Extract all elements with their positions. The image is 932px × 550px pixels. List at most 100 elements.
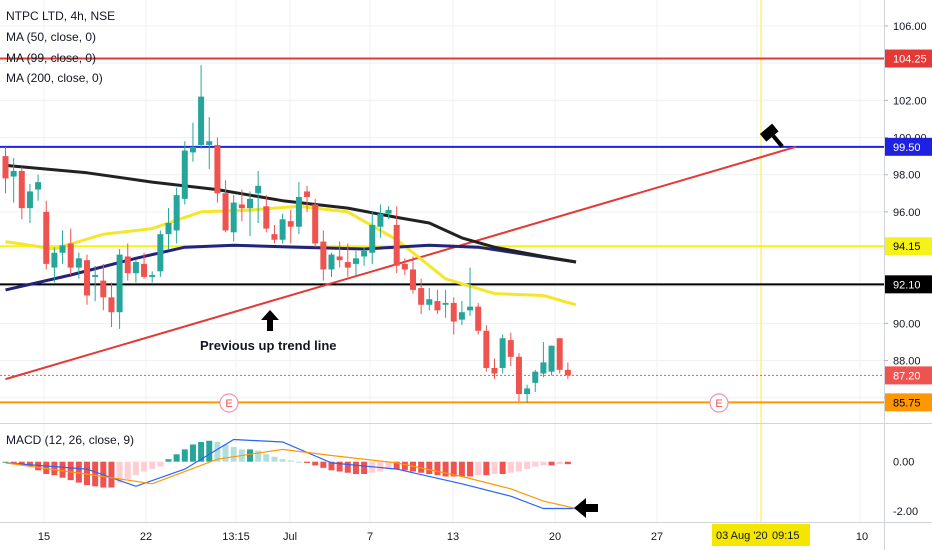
macd-histogram-bar xyxy=(442,461,449,477)
candle xyxy=(238,189,245,222)
time-tick-label: Jul xyxy=(283,531,297,543)
crosshair-date-label: 03 Aug '20 xyxy=(716,530,768,542)
candle-body xyxy=(467,306,474,311)
level-badge xyxy=(885,49,932,68)
candle-body xyxy=(361,250,368,257)
macd-histogram-bar xyxy=(377,461,384,472)
candle-body xyxy=(507,340,514,357)
gavel-handle xyxy=(771,134,784,148)
macd-histogram-bar xyxy=(344,461,351,473)
macd-histogram-bar xyxy=(67,461,74,481)
candle-body xyxy=(377,213,384,227)
price-tick-label: 106.00 xyxy=(893,21,927,33)
earnings-marker-label: E xyxy=(715,398,722,410)
candle-body xyxy=(43,211,50,264)
level-badge-label: 99.50 xyxy=(893,142,921,154)
macd-histogram-bar xyxy=(328,461,335,471)
candle-body xyxy=(320,241,327,270)
candle xyxy=(336,241,343,268)
candle-body xyxy=(108,297,115,313)
candle xyxy=(59,230,66,264)
up-arrow-icon xyxy=(261,310,279,331)
macd-histogram-bar xyxy=(507,461,514,473)
macd-histogram-bar xyxy=(312,461,319,466)
candle-body xyxy=(352,258,359,264)
time-tick-label: 15 xyxy=(38,531,50,543)
macd-histogram-bar xyxy=(255,450,262,462)
candle-body xyxy=(458,312,465,320)
candle-body xyxy=(271,234,278,240)
candle-body xyxy=(532,371,539,383)
trendline-annotation: Previous up trend line xyxy=(200,338,337,353)
candle-body xyxy=(393,224,400,266)
candle xyxy=(67,228,74,276)
candle-body xyxy=(100,280,107,298)
candle-body xyxy=(206,141,213,145)
candle-body xyxy=(26,191,33,209)
candle xyxy=(263,195,270,233)
macd-histogram-bar xyxy=(385,461,392,470)
macd-histogram-bar xyxy=(165,459,172,462)
time-tick-label: 13 xyxy=(447,531,459,543)
candle-body xyxy=(149,275,156,277)
candle xyxy=(304,185,311,212)
macd-histogram-bar xyxy=(181,449,188,462)
candle xyxy=(442,289,449,318)
candle xyxy=(418,278,425,315)
price-tick-label: 90.00 xyxy=(893,318,921,330)
candle xyxy=(532,369,539,393)
macd-histogram-bar xyxy=(450,461,457,477)
macd-histogram-bar xyxy=(483,461,490,476)
level-badge-label: 94.15 xyxy=(893,241,921,253)
candle xyxy=(43,200,50,270)
macd-histogram-bar xyxy=(26,461,33,467)
candle xyxy=(108,282,115,328)
candle xyxy=(483,325,490,372)
candle xyxy=(75,252,82,279)
candle xyxy=(434,289,441,315)
candle-body xyxy=(116,254,123,313)
gavel-icon xyxy=(759,123,784,148)
candle xyxy=(247,191,253,237)
macd-histogram-bar xyxy=(524,461,531,470)
candle xyxy=(540,341,547,378)
macd-histogram-bar xyxy=(108,461,115,488)
candle-body xyxy=(499,338,506,368)
candle-body xyxy=(385,210,392,214)
candle xyxy=(475,302,482,335)
candle-body xyxy=(344,262,351,268)
candle xyxy=(515,353,522,402)
macd-histogram-bar xyxy=(564,461,571,465)
macd-histogram-bar xyxy=(198,442,205,462)
candle xyxy=(393,206,400,274)
macd-histogram-bar xyxy=(214,442,221,462)
candle-body xyxy=(92,275,99,277)
macd-histogram-bar xyxy=(59,461,66,478)
candle-body xyxy=(59,245,66,253)
legend-ma99: MA (99, close, 0) xyxy=(6,51,97,65)
candle xyxy=(173,187,180,244)
candle-body xyxy=(263,206,270,229)
macd-histogram-bar xyxy=(124,461,131,479)
macd-histogram-bar xyxy=(43,461,50,474)
macd-histogram-bar xyxy=(418,461,425,473)
candle-body xyxy=(524,388,531,394)
macd-histogram-bar xyxy=(92,461,99,487)
earnings-marker xyxy=(709,393,729,413)
candle xyxy=(35,174,42,201)
candle xyxy=(377,204,384,238)
candle-body xyxy=(2,156,9,179)
macd-histogram-bar xyxy=(304,461,311,463)
macd-histogram-bar xyxy=(320,461,327,468)
macd-histogram-bar xyxy=(35,461,42,471)
candle-body xyxy=(548,345,555,372)
candle-body xyxy=(336,256,343,261)
macd-histogram-bar xyxy=(222,444,229,462)
macd-histogram-bar xyxy=(426,461,433,474)
candle xyxy=(564,362,571,380)
candle xyxy=(124,243,131,281)
time-tick-label: 13:15 xyxy=(222,531,250,543)
